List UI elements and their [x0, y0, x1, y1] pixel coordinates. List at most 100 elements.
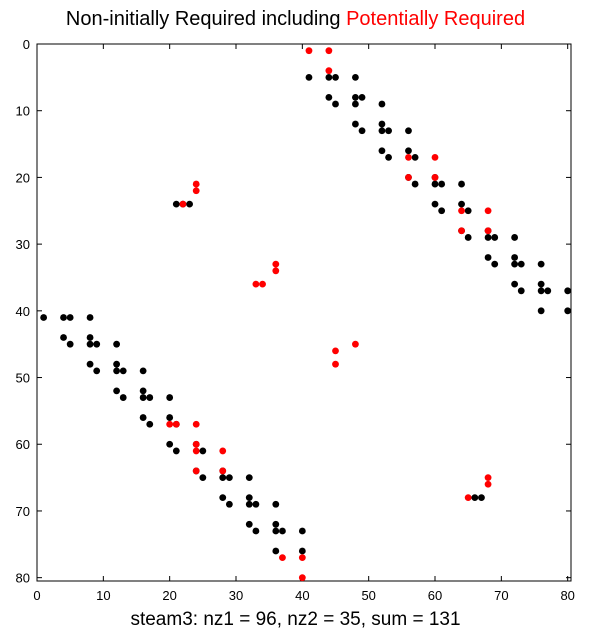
data-point-black — [140, 387, 147, 394]
data-point-red — [405, 154, 412, 161]
data-point-black — [438, 207, 445, 214]
data-point-black — [385, 127, 392, 134]
data-point-red — [465, 494, 472, 501]
data-point-black — [325, 94, 332, 101]
data-point-black — [272, 548, 279, 555]
data-point-black — [253, 528, 260, 535]
data-point-red — [253, 281, 260, 288]
y-tick-label: 40 — [16, 304, 30, 319]
data-point-black — [173, 201, 180, 208]
data-point-red — [272, 261, 279, 268]
data-point-black — [67, 341, 74, 348]
data-point-black — [253, 501, 260, 508]
data-point-black — [219, 494, 226, 501]
data-point-black — [226, 501, 233, 508]
data-point-black — [405, 127, 412, 134]
x-tick-label: 60 — [428, 588, 442, 603]
data-point-red — [325, 47, 332, 54]
data-point-red — [193, 181, 200, 188]
data-point-red — [332, 347, 339, 354]
y-tick-label: 80 — [16, 571, 30, 586]
data-point-black — [113, 367, 120, 374]
data-point-black — [538, 307, 545, 314]
x-tick-label: 80 — [560, 588, 574, 603]
data-point-black — [432, 181, 439, 188]
data-point-black — [511, 261, 518, 268]
data-point-black — [458, 181, 465, 188]
data-point-black — [465, 234, 472, 241]
data-point-red — [272, 267, 279, 274]
data-point-black — [199, 474, 206, 481]
y-tick-label: 10 — [16, 104, 30, 119]
data-point-black — [511, 281, 518, 288]
data-point-black — [146, 421, 153, 428]
data-point-black — [385, 154, 392, 161]
y-tick-label: 0 — [23, 37, 30, 52]
data-point-black — [325, 74, 332, 81]
data-point-red — [166, 421, 173, 428]
data-point-black — [246, 501, 253, 508]
data-point-black — [113, 361, 120, 368]
data-point-black — [246, 494, 253, 501]
data-point-black — [299, 528, 306, 535]
x-axis-label: steam3: nz1 = 96, nz2 = 35, sum = 131 — [0, 609, 591, 631]
data-point-black — [485, 254, 492, 261]
data-point-black — [272, 528, 279, 535]
data-point-black — [518, 261, 525, 268]
data-point-black — [564, 287, 571, 294]
data-point-black — [379, 121, 386, 128]
data-point-black — [485, 234, 492, 241]
x-tick-label: 30 — [229, 588, 243, 603]
data-point-black — [379, 147, 386, 154]
data-point-black — [352, 101, 359, 108]
data-point-black — [219, 474, 226, 481]
y-tick-label: 30 — [16, 237, 30, 252]
data-point-black — [140, 414, 147, 421]
data-point-black — [93, 367, 100, 374]
data-point-red — [173, 421, 180, 428]
data-point-black — [67, 314, 74, 321]
data-point-black — [306, 74, 313, 81]
data-point-black — [379, 127, 386, 134]
data-point-black — [538, 287, 545, 294]
data-point-black — [186, 201, 193, 208]
data-point-red — [352, 341, 359, 348]
data-point-black — [87, 361, 94, 368]
data-point-red — [325, 67, 332, 74]
data-point-red — [458, 227, 465, 234]
data-point-black — [173, 448, 180, 455]
data-point-black — [432, 201, 439, 208]
data-point-black — [279, 528, 286, 535]
data-point-black — [352, 121, 359, 128]
data-point-black — [93, 341, 100, 348]
data-point-black — [538, 261, 545, 268]
data-point-red — [299, 574, 306, 581]
data-point-black — [60, 314, 67, 321]
data-point-red — [219, 448, 226, 455]
data-point-red — [485, 227, 492, 234]
data-point-red — [306, 47, 313, 54]
data-point-black — [120, 394, 127, 401]
data-point-black — [359, 94, 366, 101]
x-tick-label: 10 — [96, 588, 110, 603]
data-point-black — [359, 127, 366, 134]
data-point-black — [272, 521, 279, 528]
data-point-black — [438, 181, 445, 188]
data-point-red — [193, 421, 200, 428]
data-point-black — [544, 287, 551, 294]
data-point-black — [518, 287, 525, 294]
data-point-red — [193, 441, 200, 448]
data-point-black — [87, 314, 94, 321]
y-tick-label: 50 — [16, 371, 30, 386]
y-tick-label: 70 — [16, 504, 30, 519]
data-point-black — [246, 521, 253, 528]
y-tick-label: 20 — [16, 170, 30, 185]
x-tick-label: 70 — [494, 588, 508, 603]
data-point-black — [140, 367, 147, 374]
x-tick-label: 20 — [162, 588, 176, 603]
data-point-black — [146, 394, 153, 401]
data-point-black — [199, 448, 206, 455]
data-point-black — [491, 234, 498, 241]
data-point-red — [279, 554, 286, 561]
